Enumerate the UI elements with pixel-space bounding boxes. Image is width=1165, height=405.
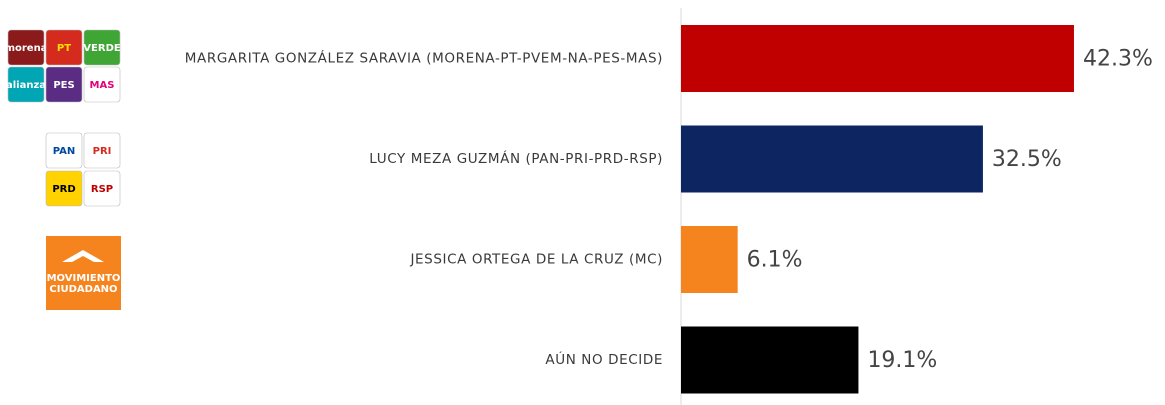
party-logo — [45, 132, 83, 169]
party-logo-text: PRD — [52, 184, 75, 195]
party-logo — [83, 170, 121, 207]
party-logo — [45, 66, 83, 103]
party-logo — [46, 236, 121, 310]
party-logo — [83, 132, 121, 169]
party-logo-text: MAS — [90, 80, 115, 91]
category-label: LUCY MEZA GUZMÁN (PAN-PRI-PRD-RSP) — [369, 150, 663, 167]
value-label: 32.5% — [992, 147, 1062, 172]
party-logo-text: alianza — [6, 80, 46, 91]
bar — [681, 226, 738, 293]
category-label: MARGARITA GONZÁLEZ SARAVIA (MORENA-PT-PV… — [185, 50, 663, 67]
party-logo — [7, 29, 45, 66]
party-logo-text: PT — [57, 43, 71, 54]
party-logo — [45, 29, 83, 66]
bar — [681, 326, 859, 394]
party-logo — [83, 66, 121, 103]
party-logo-text: morena — [5, 43, 48, 54]
party-logo-text: RSP — [91, 184, 113, 195]
party-logo-text: VERDE — [83, 43, 121, 54]
party-logo — [7, 66, 45, 103]
value-label: 19.1% — [867, 348, 937, 373]
party-logo-text: CIUDADANO — [49, 284, 117, 295]
bar — [681, 125, 983, 193]
bar — [681, 25, 1074, 92]
party-logo-text: PES — [53, 80, 74, 91]
logo-icon — [62, 250, 104, 262]
party-logo — [83, 29, 121, 66]
value-label: 42.3% — [1083, 47, 1153, 72]
category-label: JESSICA ORTEGA DE LA CRUZ (MC) — [409, 252, 663, 268]
party-logo-text: PRI — [93, 146, 112, 157]
party-logo-text: PAN — [53, 146, 76, 157]
party-logo — [45, 170, 83, 207]
category-label: AÚN NO DECIDE — [545, 350, 663, 368]
value-label: 6.1% — [747, 248, 803, 273]
party-logo-text: MOVIMIENTO — [47, 273, 121, 284]
